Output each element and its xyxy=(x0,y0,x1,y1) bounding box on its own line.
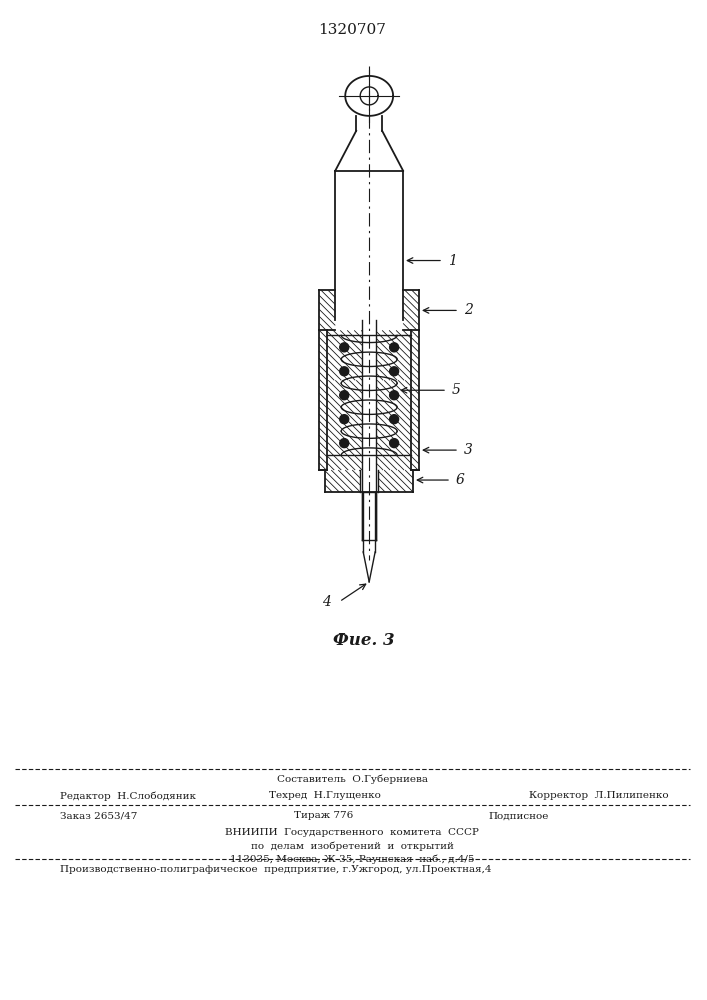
Circle shape xyxy=(390,391,399,400)
Text: 4: 4 xyxy=(322,595,332,609)
Circle shape xyxy=(390,439,399,448)
Text: Заказ 2653/47: Заказ 2653/47 xyxy=(60,811,137,820)
Text: 5: 5 xyxy=(452,383,461,397)
Text: 1320707: 1320707 xyxy=(318,23,386,37)
Text: 1: 1 xyxy=(448,254,457,268)
Circle shape xyxy=(340,439,349,448)
Text: 3: 3 xyxy=(464,443,473,457)
Text: 2: 2 xyxy=(464,303,473,317)
Circle shape xyxy=(340,415,349,424)
Circle shape xyxy=(340,391,349,400)
Text: Составитель  О.Губерниева: Составитель О.Губерниева xyxy=(276,774,428,784)
Circle shape xyxy=(390,415,399,424)
Text: Подписное: Подписное xyxy=(489,811,549,820)
Circle shape xyxy=(340,343,349,352)
Text: Фие. 3: Фие. 3 xyxy=(334,632,395,649)
Circle shape xyxy=(390,343,399,352)
Text: 6: 6 xyxy=(456,473,465,487)
Text: ВНИИПИ  Государственного  комитета  СССР: ВНИИПИ Государственного комитета СССР xyxy=(226,828,479,837)
Text: Техред  Н.Глущенко: Техред Н.Глущенко xyxy=(269,791,381,800)
Text: Тираж 776: Тираж 776 xyxy=(294,811,354,820)
Text: 113035, Москва, Ж-35, Раушская  наб., д.4/5: 113035, Москва, Ж-35, Раушская наб., д.4… xyxy=(230,854,474,864)
Text: Производственно-полиграфическое  предприятие, г.Ужгород, ул.Проектная,4: Производственно-полиграфическое предприя… xyxy=(60,865,491,874)
Circle shape xyxy=(340,367,349,376)
Text: Корректор  Л.Пилипенко: Корректор Л.Пилипенко xyxy=(529,791,668,800)
Text: Редактор  Н.Слободяник: Редактор Н.Слободяник xyxy=(60,791,196,801)
Circle shape xyxy=(390,367,399,376)
Text: по  делам  изобретений  и  открытий: по делам изобретений и открытий xyxy=(251,841,454,851)
